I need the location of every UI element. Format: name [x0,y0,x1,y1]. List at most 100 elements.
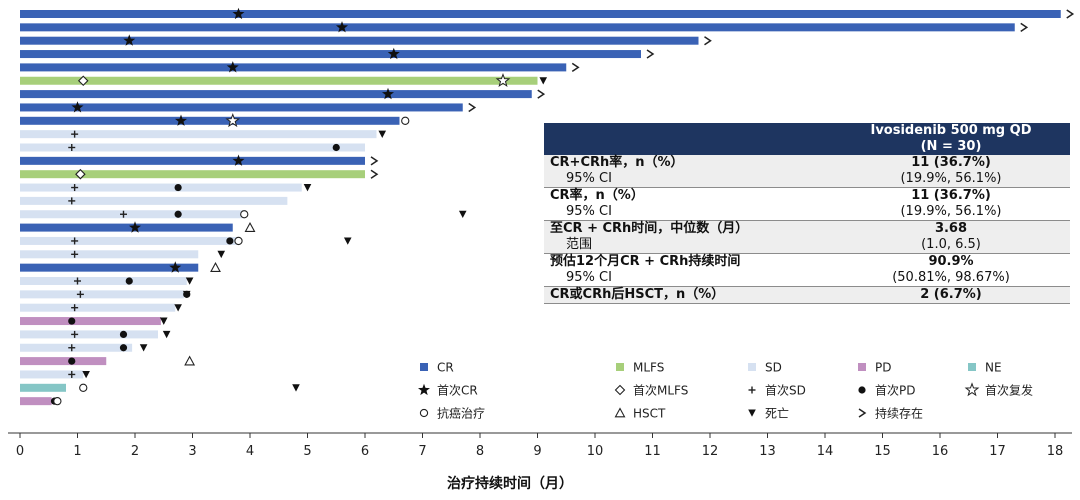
legend-item-anticancer: 抗癌治疗 [419,406,485,421]
patient-bar-14 [20,183,302,192]
legend-label-firstSD: 首次SD [765,384,806,398]
first-sd-plus-icon [68,344,76,352]
ongoing-arrow-icon [1066,9,1075,19]
x-tick-label: 18 [1047,444,1064,459]
x-tick-label: 8 [476,444,484,459]
first-pd-dot-icon [174,210,182,218]
table-row: 范围 (1.0, 6.5) [544,237,1070,254]
first-sd-plus-icon [71,304,79,312]
legend-swatch-PD [858,363,866,371]
legend-label-firstCR: 首次CR [437,384,478,398]
anticancer-circle-icon [234,236,243,246]
table-cell-value: (19.9%, 56.1%) [832,204,1070,221]
legend-label-firstPD: 首次PD [875,384,915,398]
death-triangle-icon [292,384,300,392]
table-cell-label: 范围 [544,237,832,254]
death-triangle-icon [139,344,148,352]
first-cr-star-icon [387,47,400,60]
table-cell-value: 2 (6.7%) [832,286,1070,304]
first-relapse-star-icon [225,113,241,128]
first-sd-plus-icon [71,250,79,258]
legend-item-firstSD: 首次SD [748,384,806,398]
x-tick-label: 14 [817,444,834,459]
x-tick-label: 16 [932,444,949,459]
death-triangle-icon [174,304,182,312]
patient-bar-22 [20,290,184,299]
legend-ongoing-icon [858,408,867,418]
patient-bar-25 [20,330,158,339]
table-cell-label: CR率，n（%） [544,187,832,204]
legend-label-CR: CR [437,361,454,375]
patient-bar-11 [20,143,365,152]
x-tick-label: 1 [73,444,81,459]
legend-hsct-icon [614,407,626,418]
legend-firstRelapse-icon [964,382,980,397]
first-cr-star-icon [175,114,187,126]
table-cell-label: 预估12个月CR + CRh持续时间 [544,253,832,270]
table-row: CR+CRh率，n（%） 11 (36.7%) [544,155,1070,171]
patient-bar-17 [20,223,233,232]
patient-bar-26 [20,343,133,352]
table-header-empty [544,123,832,155]
anticancer-circle-icon [79,383,88,392]
patient-bar-28 [20,370,84,379]
first-pd-dot-icon [119,344,128,352]
patient-bar-4 [20,50,641,59]
legend-item-NE: NE [968,361,1002,375]
patient-bar-21 [20,277,187,285]
ongoing-arrow-icon [1020,22,1029,32]
ongoing-arrow-icon [646,49,655,59]
table-cell-value: 11 (36.7%) [832,155,1070,171]
legend-death-icon [748,409,756,417]
patient-bar-1 [20,10,1061,18]
first-sd-plus-icon [74,277,81,285]
legend-label-PD: PD [875,361,891,375]
legend-label-MLFS: MLFS [633,361,664,375]
patient-bars [20,10,1061,406]
patient-bar-18 [20,236,239,245]
first-pd-dot-icon [68,357,76,365]
hsct-triangle-icon [244,221,256,232]
x-tick-label: 6 [361,444,369,459]
first-pd-dot-icon [226,237,234,245]
legend-firstCR-icon [418,383,430,396]
first-cr-star-icon [169,261,182,273]
legend-label-hsct: HSCT [633,407,666,421]
first-relapse-star-icon [495,73,511,87]
hsct-triangle-icon [184,355,196,366]
first-cr-star-icon [226,61,239,73]
table-header-line1: Ivosidenib 500 mg QD [870,123,1032,138]
table-row: 预估12个月CR + CRh持续时间 90.9% [544,253,1070,270]
death-triangle-icon [217,250,226,259]
legend-swatch-MLFS [616,363,624,371]
x-tick-label: 17 [989,444,1006,459]
ongoing-arrow-icon [704,36,712,46]
table-cell-value: (50.81%, 98.67%) [832,270,1070,287]
event-markers [50,7,1075,406]
ongoing-arrow-icon [571,62,580,73]
legend-item-firstCR: 首次CR [418,384,478,398]
first-sd-plus-icon [68,144,76,151]
first-cr-star-icon [123,34,136,46]
table-cell-value: 3.68 [832,220,1070,237]
ongoing-arrow-icon [370,156,379,166]
first-pd-dot-icon [174,183,182,192]
legend-item-firstPD: 首次PD [858,384,915,398]
table-row: 95% CI (19.9%, 56.1%) [544,204,1070,221]
x-axis: 0 1 2 3 4 5 6 7 8 9 10 11 12 13 14 15 16 17 18 [8,432,1072,459]
first-sd-plus-icon [76,290,84,298]
first-cr-star-icon [71,101,84,113]
legend-label-NE: NE [985,361,1002,375]
table-row: CR或CRh后HSCT，n（%） 2 (6.7%) [544,286,1070,304]
patient-bar-2 [20,23,1015,32]
first-cr-star-icon [232,154,245,166]
table-cell-label: 95% CI [544,270,832,287]
anticancer-circle-icon [401,116,410,125]
table-row: CR率，n（%） 11 (36.7%) [544,187,1070,204]
patient-bar-29 [20,383,66,392]
table-cell-label: CR或CRh后HSCT，n（%） [544,286,832,304]
table-row: 95% CI (19.9%, 56.1%) [544,171,1070,188]
table-header-row: Ivosidenib 500 mg QD (N = 30) [544,123,1070,155]
